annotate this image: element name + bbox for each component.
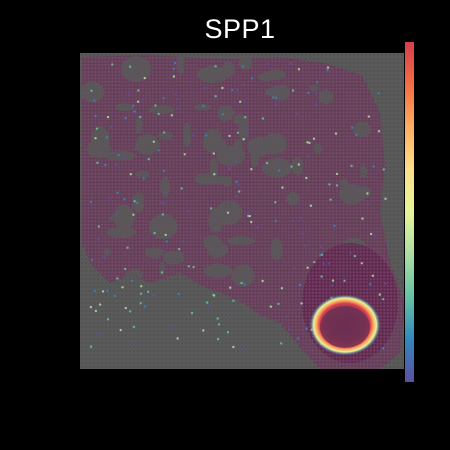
plot-title: SPP1 <box>204 14 276 44</box>
spatial-plot <box>80 53 404 369</box>
tissue-image <box>80 53 404 369</box>
colorbar <box>405 42 414 382</box>
